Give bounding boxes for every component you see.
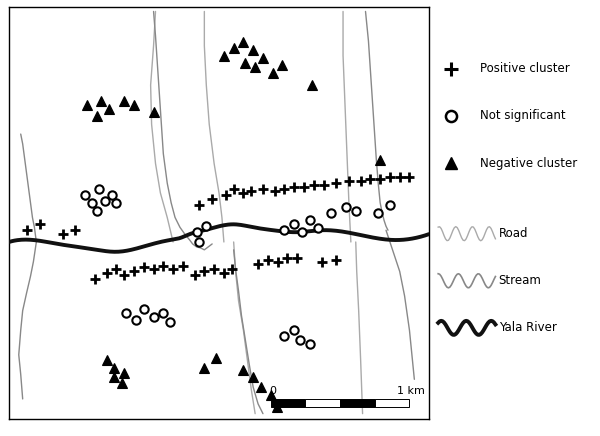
Bar bbox=[375, 399, 409, 407]
Text: Road: Road bbox=[499, 227, 528, 240]
Bar bbox=[305, 399, 340, 407]
Bar bbox=[340, 399, 375, 407]
Text: Negative cluster: Negative cluster bbox=[479, 157, 577, 170]
Text: Not significant: Not significant bbox=[479, 109, 565, 123]
Text: 0: 0 bbox=[269, 386, 276, 396]
Text: Positive cluster: Positive cluster bbox=[479, 62, 569, 75]
Text: Stream: Stream bbox=[499, 274, 541, 287]
Text: 1 km: 1 km bbox=[397, 386, 425, 396]
Bar bbox=[271, 399, 305, 407]
Text: Yala River: Yala River bbox=[499, 321, 556, 334]
